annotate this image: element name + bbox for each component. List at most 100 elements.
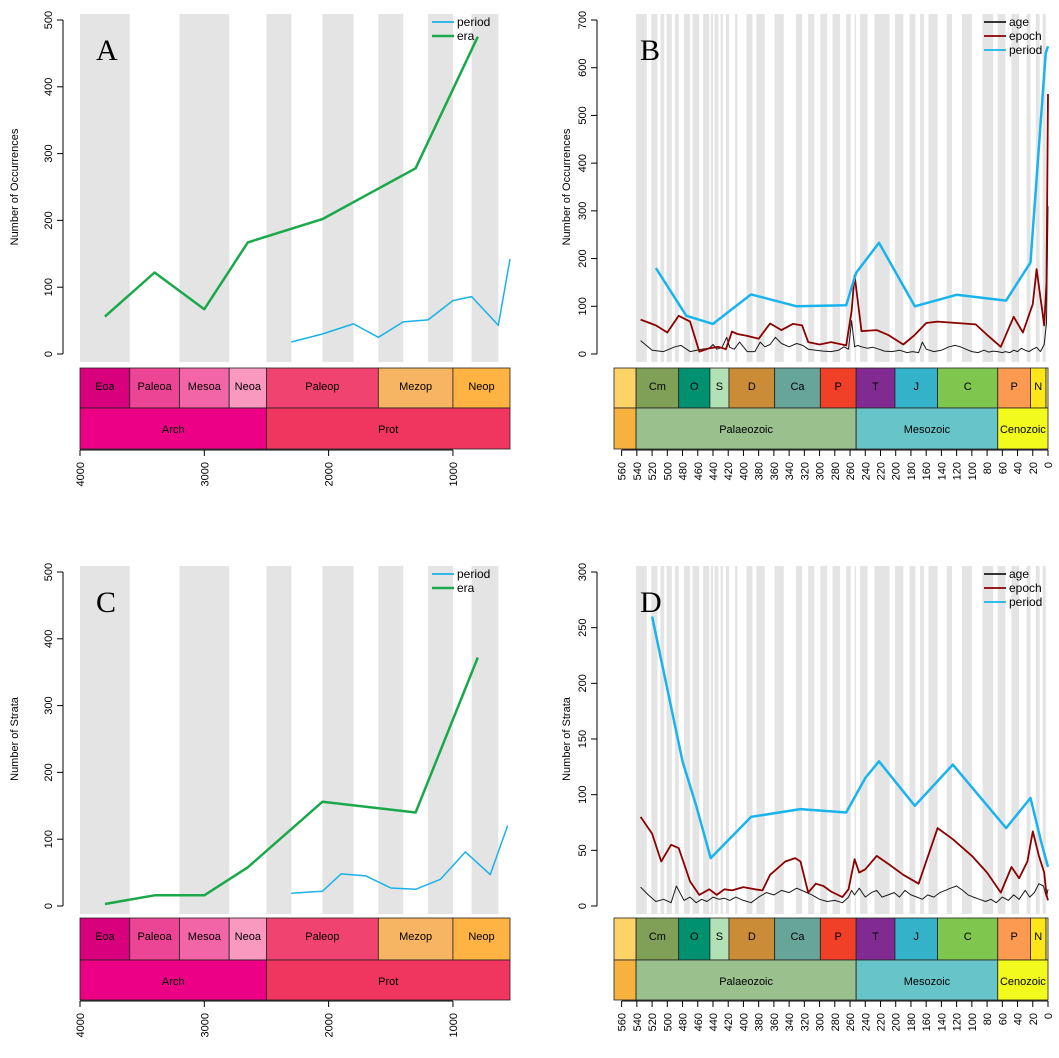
y-tick-label: 0 — [577, 351, 589, 357]
legend-label: era — [457, 581, 475, 595]
x-tick-label: 560 — [617, 462, 629, 480]
timescale-box — [894, 917, 938, 961]
timescale-box — [1045, 367, 1049, 409]
background-band — [846, 14, 851, 362]
background-band — [859, 566, 868, 914]
series-era-line — [104, 36, 479, 318]
x-tick-label: 80 — [982, 462, 994, 474]
timescale-box — [774, 917, 821, 961]
background-band — [666, 566, 672, 914]
series-era-line — [104, 657, 479, 906]
background-band — [179, 566, 230, 914]
background-band — [1042, 566, 1046, 914]
x-tick-label: 320 — [799, 1013, 811, 1031]
panel-letter: C — [96, 586, 116, 619]
timescale-box-label: O — [690, 931, 699, 943]
x-tick-label: 300 — [815, 1013, 827, 1031]
x-tick-label: 440 — [708, 462, 720, 480]
timescale-box-label: Paleop — [305, 381, 339, 393]
background-band — [1042, 14, 1046, 362]
x-tick-label: 440 — [708, 1013, 720, 1031]
background-band — [266, 566, 292, 914]
timescale-box-label: Mezop — [399, 931, 432, 943]
x-tick-label: 560 — [617, 1013, 629, 1031]
timescale-bottom-row: Arch Prot — [79, 407, 511, 450]
background-bands — [80, 566, 499, 914]
background-bands — [636, 566, 1046, 914]
timescale-box-label: Arch — [162, 424, 185, 436]
background-band — [322, 566, 354, 914]
timescale-box — [997, 407, 1049, 450]
x-tick-label: 100 — [967, 462, 979, 480]
timescale-box — [997, 917, 1031, 961]
chart-panel-a: 0 100 200 300 400 500 Number of Occurrences Ape… — [9, 11, 511, 486]
timescale-top-row: Cm O S D Ca P T J C P N — [613, 367, 1049, 409]
x-tick-label: 280 — [830, 1013, 842, 1031]
background-band — [710, 566, 713, 914]
y-tick-label: 400 — [43, 78, 55, 96]
background-band — [894, 566, 904, 914]
background-band — [714, 566, 719, 914]
timescale-box — [855, 407, 999, 450]
y-axis-title: Number of Occurrences — [9, 128, 21, 245]
timescale-box — [266, 367, 379, 409]
timescale-bottom-row: Arch Prot — [79, 959, 511, 1001]
timescale-box — [855, 917, 896, 961]
timescale-box — [129, 917, 180, 961]
x-tick-label: 380 — [754, 462, 766, 480]
background-band — [795, 14, 803, 362]
background-band — [961, 566, 972, 914]
background-band — [471, 14, 499, 362]
timescale-box-label: P — [1010, 931, 1017, 943]
x-tick-label: 20 — [1028, 1013, 1040, 1025]
x-tick-label: 0 — [1043, 1013, 1055, 1019]
y-tick-label: 300 — [43, 144, 55, 162]
timescale-box-label: Mesoa — [188, 381, 222, 393]
timescale-box — [728, 917, 776, 961]
background-band — [710, 14, 713, 362]
x-tick-label: 480 — [678, 1013, 690, 1031]
background-band — [636, 566, 647, 914]
background-band — [179, 14, 230, 362]
series-epoch-line — [640, 93, 1049, 353]
timescale-box-label: Ca — [790, 381, 805, 393]
timescale-box-label: Mezop — [399, 381, 432, 393]
background-band — [378, 14, 404, 362]
timescale-top-row: Eoa Paleoa Mesoa Neoa Paleop Mezop Neop — [79, 367, 511, 409]
panel-letter: A — [96, 34, 118, 67]
legend-label: period — [1009, 43, 1042, 57]
series-epoch-line — [639, 816, 1049, 901]
x-tick-label: 500 — [662, 462, 674, 480]
timescale-box-label: Neop — [468, 931, 494, 943]
y-axis: 0 50 100 150 200 250 300 Number of Strata — [561, 563, 598, 909]
background-bands — [636, 14, 1046, 362]
x-tick-label: 320 — [799, 462, 811, 480]
timescale-box-label: S — [716, 381, 723, 393]
background-band — [720, 566, 723, 914]
x-tick-label: 300 — [815, 462, 827, 480]
y-tick-label: 50 — [577, 844, 589, 856]
background-band — [982, 14, 994, 362]
y-tick-label: 500 — [43, 11, 55, 29]
timescale-box-label: N — [1034, 931, 1042, 943]
legend-label: age — [1009, 15, 1029, 29]
x-tick-label: 380 — [754, 1013, 766, 1031]
background-band — [909, 14, 916, 362]
timescale-box-label: Paleoa — [137, 931, 172, 943]
timescale-box-label: D — [748, 931, 756, 943]
timescale-box-label: P — [835, 931, 842, 943]
background-band — [928, 14, 938, 362]
background-band — [894, 14, 904, 362]
background-band — [703, 14, 710, 362]
timescale-box — [819, 917, 857, 961]
x-tick-label: 420 — [723, 462, 735, 480]
timescale-box — [894, 367, 938, 409]
timescale-box — [79, 917, 131, 961]
y-tick-label: 200 — [43, 211, 55, 229]
background-band — [80, 14, 130, 362]
timescale-box-label: Cenozoic — [1000, 424, 1046, 436]
x-tick-label: 180 — [906, 1013, 918, 1031]
background-band — [1026, 566, 1031, 914]
